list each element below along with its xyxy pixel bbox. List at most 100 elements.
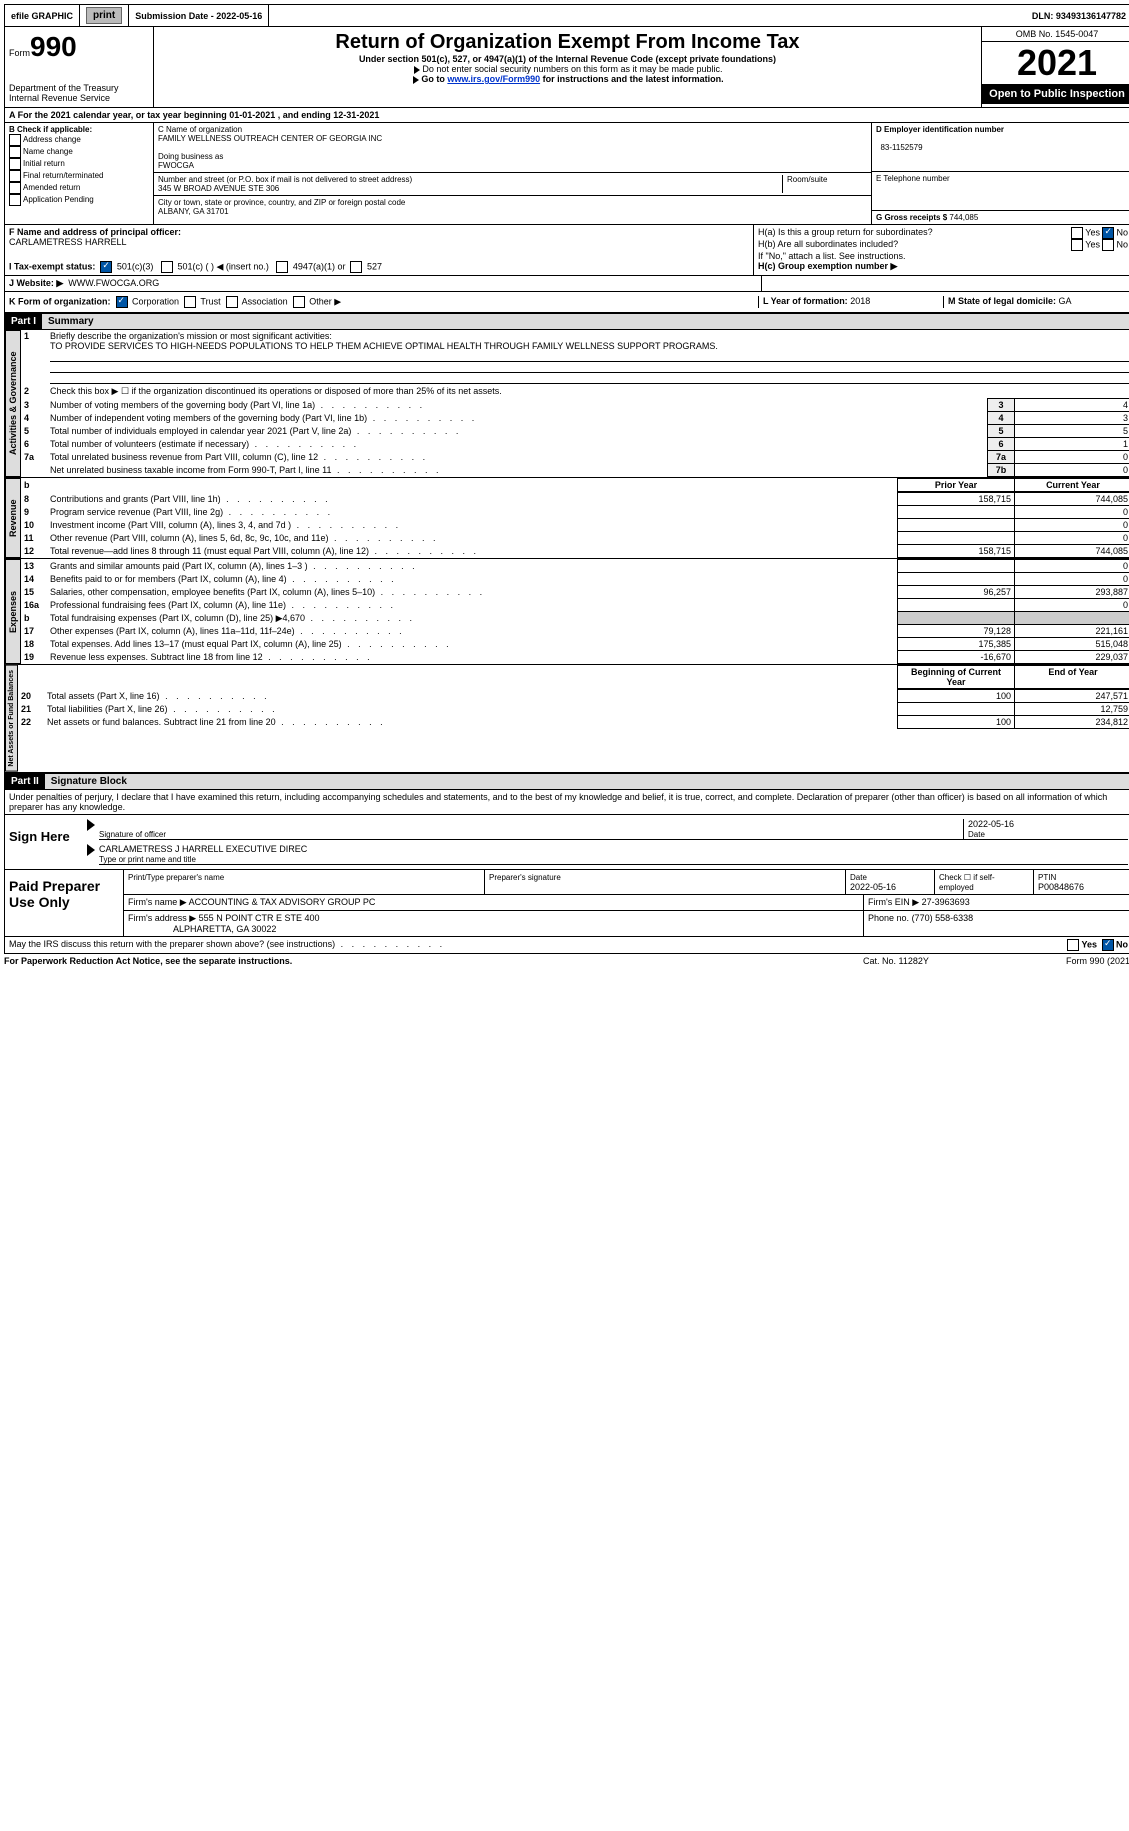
addr-label: Number and street (or P.O. box if mail i… <box>158 175 412 184</box>
fh-block: F Name and address of principal officer:… <box>4 225 1129 276</box>
d-ein-label: D Employer identification number <box>876 125 1004 134</box>
checkbox-app-pending[interactable] <box>9 194 21 206</box>
table-row: 10Investment income (Part VIII, column (… <box>21 519 1129 532</box>
city-value: ALBANY, GA 31701 <box>158 207 229 216</box>
part1-body: Activities & Governance 1Briefly describ… <box>4 330 1129 478</box>
discuss-row: May the IRS discuss this return with the… <box>4 937 1129 954</box>
officer-typed-name: CARLAMETRESS J HARRELL EXECUTIVE DIREC <box>99 844 307 854</box>
dln: DLN: 93493136147782 <box>1026 5 1129 26</box>
efile-label: efile GRAPHIC <box>5 5 80 26</box>
omb-number: OMB No. 1545-0047 <box>982 27 1129 42</box>
checkbox-assoc[interactable] <box>226 296 238 308</box>
top-bar: efile GRAPHIC print Submission Date - 20… <box>4 4 1129 27</box>
paid-preparer-block: Paid Preparer Use Only Print/Type prepar… <box>4 870 1129 937</box>
tab-expenses: Expenses <box>5 559 21 664</box>
triangle-icon <box>413 76 419 84</box>
table-row: bTotal fundraising expenses (Part IX, co… <box>21 612 1129 625</box>
sign-here-block: Sign Here Signature of officer 2022-05-1… <box>4 815 1129 870</box>
firm-phone: (770) 558-6338 <box>912 913 974 923</box>
submission-date: Submission Date - 2022-05-16 <box>129 5 269 26</box>
table-row: 7aTotal unrelated business revenue from … <box>21 451 1129 464</box>
irs-label: Internal Revenue Service <box>9 93 149 103</box>
table-row: 4Number of independent voting members of… <box>21 412 1129 425</box>
state-domicile: GA <box>1059 296 1072 306</box>
website: WWW.FWOCGA.ORG <box>68 278 159 288</box>
org-name: FAMILY WELLNESS OUTREACH CENTER OF GEORG… <box>158 134 382 143</box>
table-row: 14Benefits paid to or for members (Part … <box>21 573 1129 586</box>
table-row: Net unrelated business taxable income fr… <box>21 464 1129 477</box>
checkbox-trust[interactable] <box>184 296 196 308</box>
table-row: 13Grants and similar amounts paid (Part … <box>21 560 1129 573</box>
part2-header: Part II Signature Block <box>4 773 1129 790</box>
tab-revenue: Revenue <box>5 478 21 558</box>
triangle-icon <box>414 66 420 74</box>
e-phone-label: E Telephone number <box>876 174 950 183</box>
table-row: 19Revenue less expenses. Subtract line 1… <box>21 651 1129 664</box>
checkbox-501c[interactable] <box>161 261 173 273</box>
table-row: 11Other revenue (Part VIII, column (A), … <box>21 532 1129 545</box>
firm-name: ACCOUNTING & TAX ADVISORY GROUP PC <box>189 897 376 907</box>
c-name-label: C Name of organization <box>158 125 242 134</box>
table-row: 15Salaries, other compensation, employee… <box>21 586 1129 599</box>
hb-label: H(b) Are all subordinates included? <box>758 239 1071 251</box>
self-employed: Check ☐ if self-employed <box>939 873 995 892</box>
checkbox-discuss-no[interactable] <box>1102 939 1114 951</box>
checkbox-address-change[interactable] <box>9 134 21 146</box>
arrow-icon <box>87 844 95 856</box>
tab-activities: Activities & Governance <box>5 330 21 477</box>
checkbox-final-return[interactable] <box>9 170 21 182</box>
checkbox-other[interactable] <box>293 296 305 308</box>
form-word: Form <box>9 48 30 58</box>
tab-net-assets: Net Assets or Fund Balances <box>5 665 18 772</box>
table-row: 9Program service revenue (Part VIII, lin… <box>21 506 1129 519</box>
dba-value: FWOCGA <box>158 161 194 170</box>
checkbox-corp[interactable] <box>116 296 128 308</box>
irs-link[interactable]: www.irs.gov/Form990 <box>447 74 540 84</box>
checkbox-discuss-yes[interactable] <box>1067 939 1079 951</box>
form-number: 990 <box>30 31 77 62</box>
form-title: Return of Organization Exempt From Incom… <box>158 31 977 54</box>
checkbox-ha-yes[interactable] <box>1071 227 1083 239</box>
hc-label: H(c) Group exemption number ▶ <box>758 261 897 271</box>
table-row: 18Total expenses. Add lines 13–17 (must … <box>21 638 1129 651</box>
firm-addr1: 555 N POINT CTR E STE 400 <box>199 913 320 923</box>
checkbox-501c3[interactable] <box>100 261 112 273</box>
table-row: 22Net assets or fund balances. Subtract … <box>18 716 1129 729</box>
table-row: 8Contributions and grants (Part VIII, li… <box>21 493 1129 506</box>
row-a: A For the 2021 calendar year, or tax yea… <box>4 108 1129 123</box>
table-row: 5Total number of individuals employed in… <box>21 425 1129 438</box>
street-address: 345 W BROAD AVENUE STE 306 <box>158 184 279 193</box>
ein-value: 83-1152579 <box>880 143 922 152</box>
checkbox-name-change[interactable] <box>9 146 21 158</box>
room-label: Room/suite <box>787 175 827 184</box>
table-row: 20Total assets (Part X, line 16)100247,5… <box>18 690 1129 703</box>
h-note: If "No," attach a list. See instructions… <box>758 251 1128 261</box>
checkbox-ha-no[interactable] <box>1102 227 1114 239</box>
mission-text: TO PROVIDE SERVICES TO HIGH-NEEDS POPULA… <box>50 341 718 351</box>
checkbox-527[interactable] <box>350 261 362 273</box>
table-row: 3Number of voting members of the governi… <box>21 399 1129 412</box>
table-row: 16aProfessional fundraising fees (Part I… <box>21 599 1129 612</box>
checkbox-initial-return[interactable] <box>9 158 21 170</box>
i-label: I Tax-exempt status: <box>9 261 95 271</box>
footer: For Paperwork Reduction Act Notice, see … <box>4 954 1129 968</box>
print-button[interactable]: print <box>86 7 122 24</box>
checkbox-hb-no[interactable] <box>1102 239 1114 251</box>
subtitle-2: Do not enter social security numbers on … <box>422 64 722 74</box>
table-row: 17Other expenses (Part IX, column (A), l… <box>21 625 1129 638</box>
year-formation: 2018 <box>850 296 870 306</box>
g-gross-label: G Gross receipts $ <box>876 213 947 222</box>
checkbox-amended[interactable] <box>9 182 21 194</box>
form-header: Form990 Department of the Treasury Inter… <box>4 27 1129 108</box>
tax-year: 2021 <box>982 42 1129 84</box>
firm-ein: 27-3963693 <box>922 897 970 907</box>
checkbox-hb-yes[interactable] <box>1071 239 1083 251</box>
b-header: B Check if applicable: <box>9 125 92 134</box>
ha-label: H(a) Is this a group return for subordin… <box>758 227 1071 239</box>
pp-date: 2022-05-16 <box>850 882 896 892</box>
checkbox-4947[interactable] <box>276 261 288 273</box>
part1-header: Part I Summary <box>4 313 1129 330</box>
table-row: 12Total revenue—add lines 8 through 11 (… <box>21 545 1129 558</box>
j-row: J Website: ▶ WWW.FWOCGA.ORG <box>4 276 1129 292</box>
declaration: Under penalties of perjury, I declare th… <box>4 790 1129 815</box>
